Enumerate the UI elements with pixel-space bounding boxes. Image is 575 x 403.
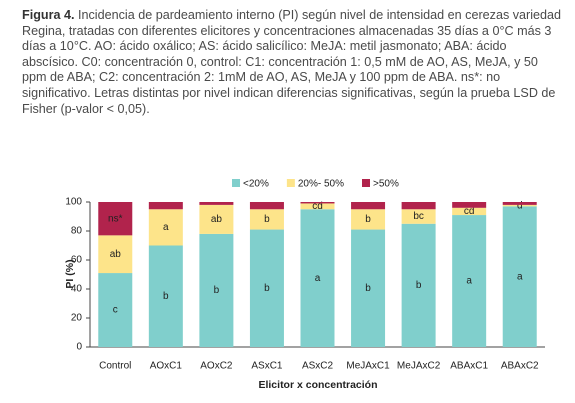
bar-segment	[98, 202, 133, 236]
bar-segment	[98, 235, 133, 274]
segment-label: d	[517, 200, 523, 211]
legend-label: 20%- 50%	[298, 179, 344, 190]
x-tick-label: Control	[99, 361, 131, 372]
segment-label: c	[113, 305, 118, 316]
x-tick-label: AOxC1	[150, 361, 183, 372]
x-tick-label: MeJAxC1	[346, 361, 390, 372]
bar-segment	[148, 245, 183, 347]
bar-segment	[249, 202, 284, 210]
segment-label: b	[365, 214, 371, 225]
bar-segment	[249, 209, 284, 230]
segment-label: a	[517, 271, 523, 282]
caption: Figura 4. Incidencia de pardeamiento int…	[22, 8, 562, 117]
segment-label: b	[264, 283, 270, 294]
x-tick-label: ABAxC2	[501, 361, 539, 372]
bar-segment	[300, 203, 335, 210]
segment-label: bc	[413, 211, 424, 222]
segment-label: ns*	[108, 213, 123, 224]
bar-segment	[199, 233, 234, 347]
bar-segment	[401, 209, 436, 224]
bar-segment	[148, 209, 183, 246]
legend-swatch	[286, 179, 295, 187]
legend-label: <20%	[243, 179, 269, 190]
bar-segment	[452, 215, 487, 347]
legend-label: >50%	[373, 179, 399, 190]
x-tick-label: MeJAxC2	[397, 361, 441, 372]
segment-label: b	[365, 283, 371, 294]
segment-label: a	[466, 276, 472, 287]
x-tick-label: ASxC1	[251, 361, 283, 372]
x-tick-label: ASxC2	[302, 361, 334, 372]
x-tick-label: AOxC2	[200, 361, 233, 372]
segment-label: b	[416, 280, 422, 291]
figure-label: Figura 4.	[22, 8, 75, 22]
bar-segment	[300, 202, 335, 204]
y-tick-label: 60	[71, 255, 83, 266]
bar-segment	[502, 206, 537, 347]
x-tick-label: ABAxC1	[450, 361, 488, 372]
bar-segment	[199, 202, 234, 205]
y-tick-label: 20	[71, 313, 83, 324]
y-tick-label: 0	[76, 342, 82, 353]
x-axis-title: Elicitor x concentración	[258, 379, 377, 391]
bar-segment	[351, 229, 386, 347]
bar-segment	[249, 229, 284, 347]
segment-label: cd	[312, 201, 323, 212]
legend-swatch	[362, 179, 370, 187]
segment-label: cd	[464, 206, 475, 217]
segment-label: b	[163, 291, 169, 302]
segment-label: ab	[110, 249, 122, 260]
bar-segment	[351, 209, 386, 230]
y-tick-label: 80	[71, 226, 83, 237]
segment-label: ab	[211, 214, 223, 225]
bar-segment	[300, 209, 335, 347]
bar-segment	[452, 207, 487, 216]
bar-segment	[351, 202, 386, 210]
bar-segment	[401, 202, 436, 210]
caption-text: Incidencia de pardeamiento interno (PI) …	[22, 8, 562, 116]
segment-label: a	[315, 273, 321, 284]
segment-label: b	[214, 285, 220, 296]
bar-segment	[199, 204, 234, 234]
y-axis-title: PI (%)	[64, 259, 76, 288]
bar-segment	[502, 204, 537, 207]
bar-segment	[98, 273, 133, 347]
bar-segment	[502, 202, 537, 205]
y-tick-label: 40	[71, 284, 83, 295]
bar-segment	[148, 202, 183, 210]
bar-segment	[401, 223, 436, 347]
segment-label: b	[264, 214, 270, 225]
y-tick-label: 100	[65, 197, 82, 208]
bar-segment	[452, 202, 487, 208]
legend-swatch	[232, 179, 240, 187]
segment-label: a	[163, 222, 169, 233]
